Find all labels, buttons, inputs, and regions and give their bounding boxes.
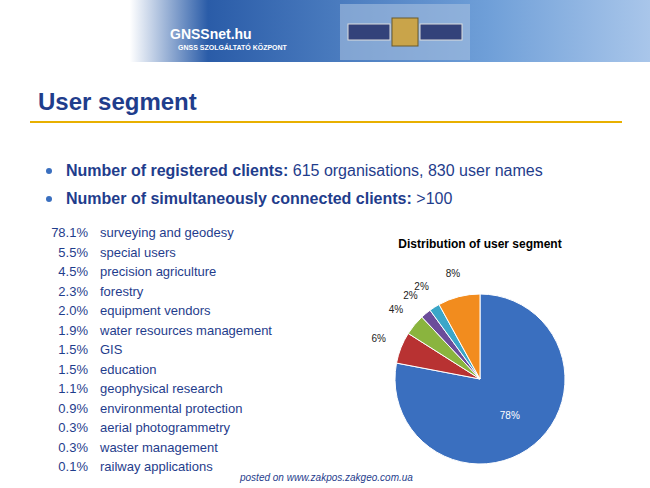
html-text:forestry: forestry (100, 283, 144, 299)
html-text:0.3%: 0.3% (58, 420, 88, 435)
svg-text:2%: 2% (414, 281, 429, 292)
svg-text:8%: 8% (446, 268, 461, 279)
html-text:Distribution of user segment: Distribution of user segment (398, 237, 562, 251)
html-text:waster management: waster management (100, 439, 218, 455)
html-text:aerial photogrammetry: aerial photogrammetry (100, 420, 231, 435)
html-text:GNSS SZOLGÁLTATÓ KÖZPONT: GNSS SZOLGÁLTATÓ KÖZPONT (178, 44, 287, 51)
html-text:2.0%: 2.0% (58, 303, 88, 318)
html-text:geophysical research: geophysical research (100, 381, 223, 396)
html-text:environmental protection: environmental protection (100, 400, 243, 416)
html-text:GIS: GIS (100, 342, 123, 357)
html-text:1.5%: 1.5% (58, 342, 88, 357)
html-text:78.1%: 78.1% (51, 225, 88, 240)
svg-text:2%: 2% (403, 289, 418, 301)
html-text:GNSSnet.hu: GNSSnet.hu (170, 26, 252, 42)
html-text:education: education (100, 361, 157, 377)
html-text:0.3%: 0.3% (58, 439, 88, 455)
html-text:surveying and geodesy: surveying and geodesy (100, 225, 234, 240)
html-text:0.1%: 0.1% (58, 459, 88, 474)
html-text:equipment vendors: equipment vendors (100, 303, 211, 318)
html-text:water resources management: water resources management (100, 322, 272, 338)
html-text:1.1%: 1.1% (58, 381, 88, 396)
svg-text:78%: 78% (500, 410, 520, 421)
html-text:4.5%: 4.5% (58, 264, 88, 279)
html-text:special users: special users (100, 244, 176, 260)
html-text:0.9%: 0.9% (58, 400, 88, 416)
html-text:Number of simultaneously conne: Number of simultaneously connected clien… (66, 190, 453, 207)
html-text:1.5%: 1.5% (58, 361, 88, 377)
html-text:posted on www.zakpos.zakgeo.co: posted on www.zakpos.zakgeo.com.ua (240, 472, 413, 483)
html-text:1.9%: 1.9% (58, 322, 88, 338)
html-text:Number of registered clients:: Number of registered clients: 615 organi… (66, 162, 543, 179)
svg-text:6%: 6% (371, 333, 386, 344)
svg-text:4%: 4% (389, 304, 404, 315)
html-text:railway applications: railway applications (100, 459, 213, 474)
html-text:precision agriculture: precision agriculture (100, 264, 217, 279)
html-text:2.3%: 2.3% (58, 283, 88, 299)
html-text:User segment: User segment (38, 88, 197, 115)
html-text:5.5%: 5.5% (58, 244, 88, 260)
